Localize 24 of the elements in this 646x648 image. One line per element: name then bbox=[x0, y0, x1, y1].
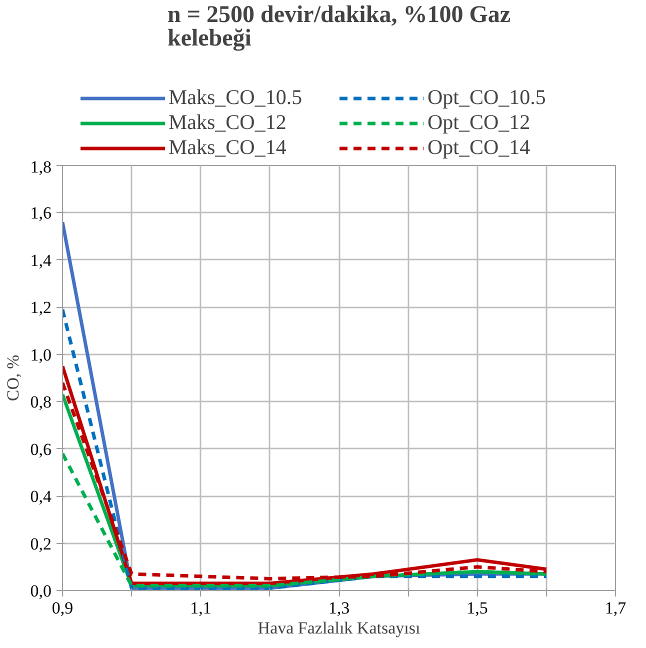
y-tick-label: 1,8 bbox=[30, 158, 52, 176]
y-tick-label: 0,6 bbox=[30, 440, 52, 459]
legend-label: Maks_CO_10.5 bbox=[168, 85, 304, 110]
legend-label: Maks_CO_14 bbox=[168, 135, 288, 160]
x-axis-title: Hava Fazlalık Katsayısı bbox=[258, 618, 420, 638]
x-tick-label: 1,5 bbox=[466, 598, 488, 618]
legend-label: Opt_CO_10.5 bbox=[428, 85, 547, 110]
legend-label: Opt_CO_12 bbox=[428, 110, 532, 135]
x-tick-label: 1,3 bbox=[328, 598, 350, 618]
legend-label: Maks_CO_12 bbox=[168, 110, 288, 135]
y-axis-title: CO, % bbox=[3, 354, 22, 402]
y-tick-label: 1,0 bbox=[30, 345, 52, 364]
y-tick-label: 1,4 bbox=[30, 250, 52, 270]
y-tick-label: 0,8 bbox=[30, 392, 52, 412]
legend-label: Opt_CO_14 bbox=[428, 135, 532, 160]
x-tick-label: 0,9 bbox=[52, 598, 74, 618]
y-tick-label: 0,0 bbox=[30, 582, 52, 600]
y-tick-label: 1,2 bbox=[30, 298, 52, 318]
y-tick-label: 0,2 bbox=[30, 534, 52, 554]
chart-title: n = 2500 devir/dakika, %100 Gaz kelebeği bbox=[167, 2, 511, 52]
y-tick-label: 1,6 bbox=[30, 204, 52, 223]
x-tick-label: 1,7 bbox=[604, 598, 627, 618]
y-tick-label: 0,4 bbox=[30, 487, 52, 506]
x-tick-label: 1,1 bbox=[190, 598, 212, 618]
